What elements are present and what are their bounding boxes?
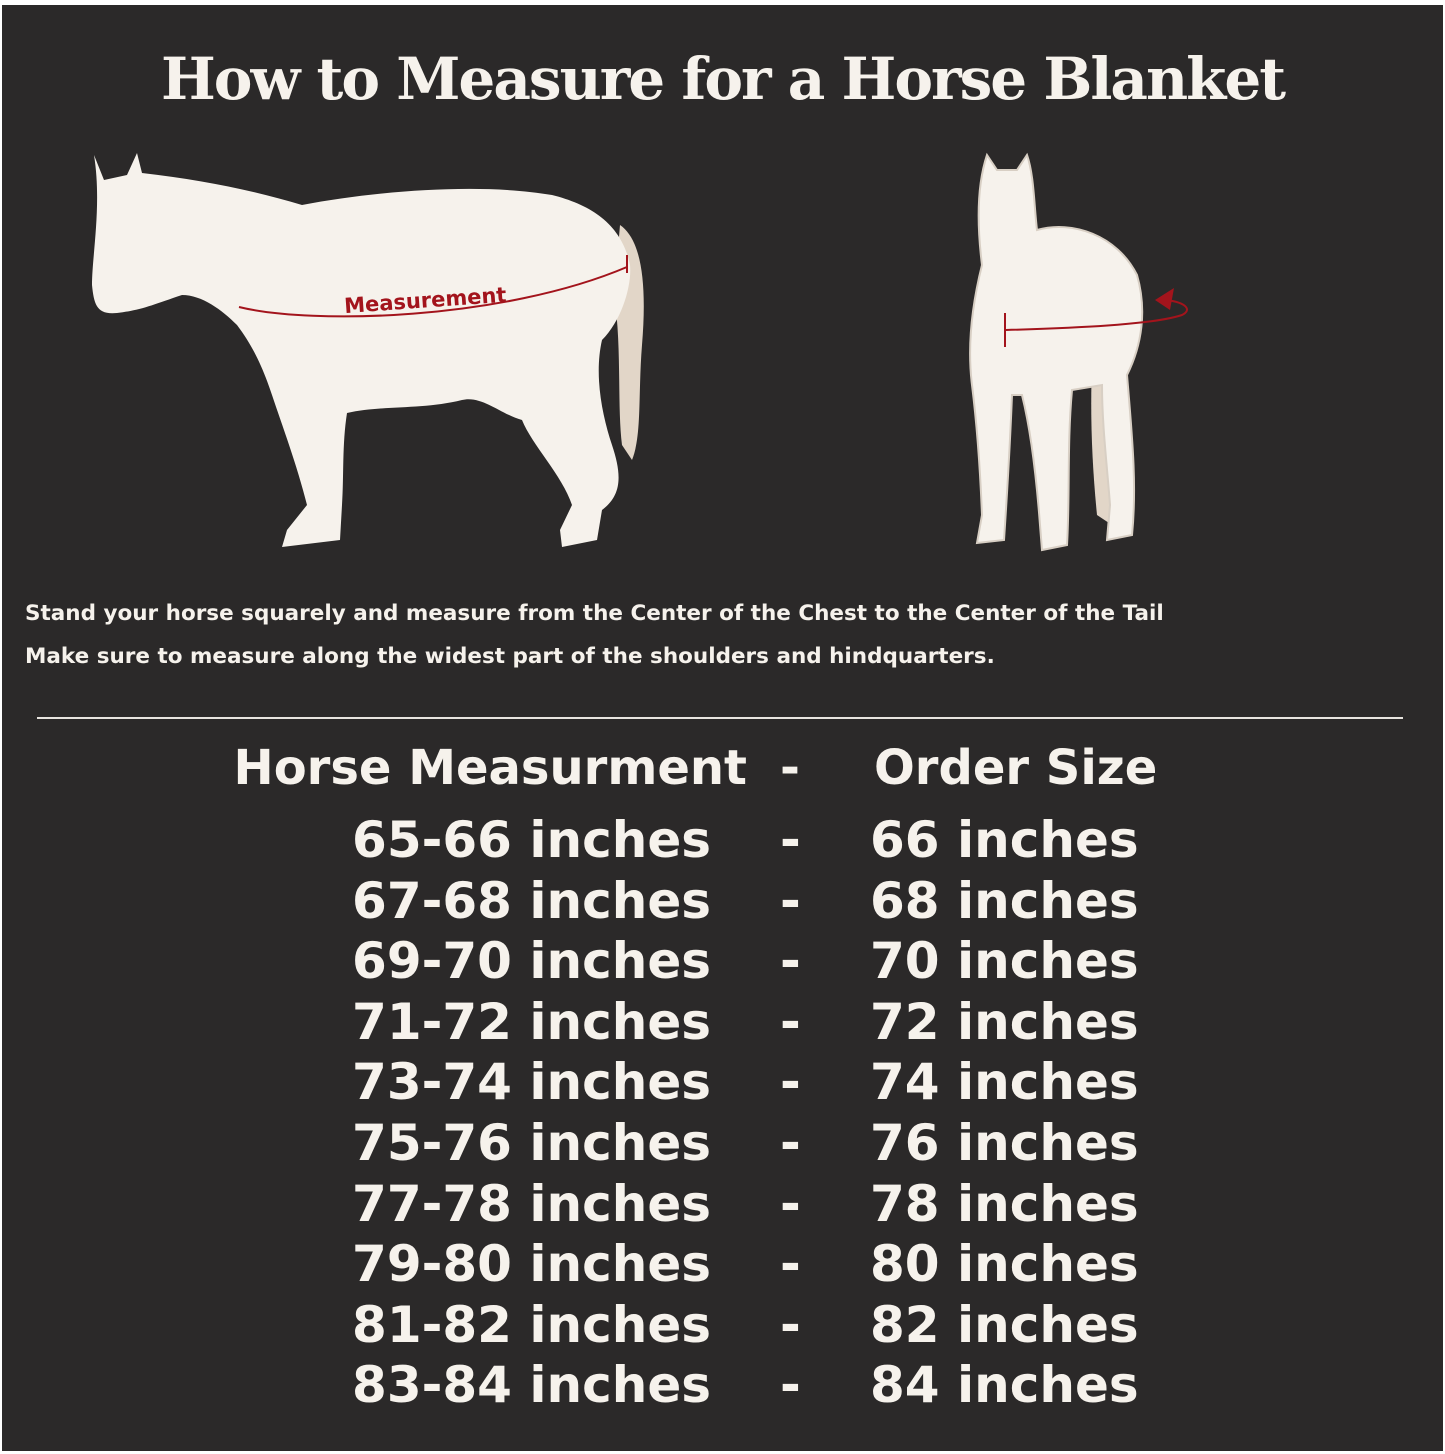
horse-measurement-cell: 65-66 inches <box>352 811 711 869</box>
table-row: 65-66 inches - 66 inches <box>2 811 1443 871</box>
separator-cell: - <box>780 811 801 869</box>
table-row: 67-68 inches - 68 inches <box>2 872 1443 932</box>
horse-measurement-cell: 75-76 inches <box>352 1114 711 1172</box>
table-row: 71-72 inches - 72 inches <box>2 993 1443 1053</box>
horse-measurement-cell: 67-68 inches <box>352 871 711 930</box>
horse-measurement-cell: 77-78 inches <box>352 1174 711 1233</box>
separator-cell: - <box>780 992 801 1051</box>
separator-cell: - <box>780 1295 801 1354</box>
separator-cell: - <box>780 871 801 930</box>
table-row: 69-70 inches - 70 inches <box>2 932 1443 992</box>
order-size-cell: 68 inches <box>870 871 1139 930</box>
instruction-line-2: Make sure to measure along the widest pa… <box>25 644 995 669</box>
order-size-cell: 74 inches <box>870 1053 1139 1112</box>
horse-measurement-cell: 71-72 inches <box>352 992 711 1051</box>
order-size-cell: 70 inches <box>870 932 1139 991</box>
horse-measurement-cell: 69-70 inches <box>352 932 711 991</box>
horse-measurement-cell: 79-80 inches <box>352 1235 711 1294</box>
separator-cell: - <box>780 1356 801 1415</box>
header-order-size: Order Size <box>874 740 1158 796</box>
divider <box>37 717 1403 719</box>
separator-cell: - <box>780 1235 801 1294</box>
order-size-cell: 72 inches <box>870 992 1139 1051</box>
horse-measurement-cell: 73-74 inches <box>352 1053 711 1112</box>
table-row: 77-78 inches - 78 inches <box>2 1175 1443 1235</box>
separator-cell: - <box>780 932 801 991</box>
size-table-header: Horse Measurment - Order Size <box>2 740 1443 800</box>
front-horse-illustration <box>969 152 1188 552</box>
order-size-cell: 66 inches <box>870 811 1139 869</box>
table-row: 79-80 inches - 80 inches <box>2 1235 1443 1295</box>
table-row: 81-82 inches - 82 inches <box>2 1296 1443 1356</box>
infographic: How to Measure for a Horse Blanket Measu… <box>2 5 1443 1451</box>
page-title: How to Measure for a Horse Blanket <box>160 45 1286 113</box>
order-size-cell: 80 inches <box>870 1235 1139 1294</box>
table-row: 73-74 inches - 74 inches <box>2 1053 1443 1113</box>
order-size-cell: 76 inches <box>870 1114 1139 1172</box>
header-horse-measurement: Horse Measurment <box>233 740 747 796</box>
separator-cell: - <box>780 1114 801 1172</box>
order-size-cell: 78 inches <box>870 1174 1139 1233</box>
horse-measurement-cell: 81-82 inches <box>352 1295 711 1354</box>
horse-measurement-cell: 83-84 inches <box>352 1356 711 1415</box>
separator-cell: - <box>780 1174 801 1233</box>
header-separator: - <box>780 740 800 796</box>
instruction-line-1: Stand your horse squarely and measure fr… <box>25 601 1164 626</box>
table-row: 75-76 inches - 76 inches <box>2 1114 1443 1174</box>
order-size-cell: 84 inches <box>870 1356 1139 1415</box>
side-horse-illustration: Measurement <box>92 153 644 547</box>
table-row: 83-84 inches - 84 inches <box>2 1356 1443 1416</box>
order-size-cell: 82 inches <box>870 1295 1139 1354</box>
separator-cell: - <box>780 1053 801 1112</box>
